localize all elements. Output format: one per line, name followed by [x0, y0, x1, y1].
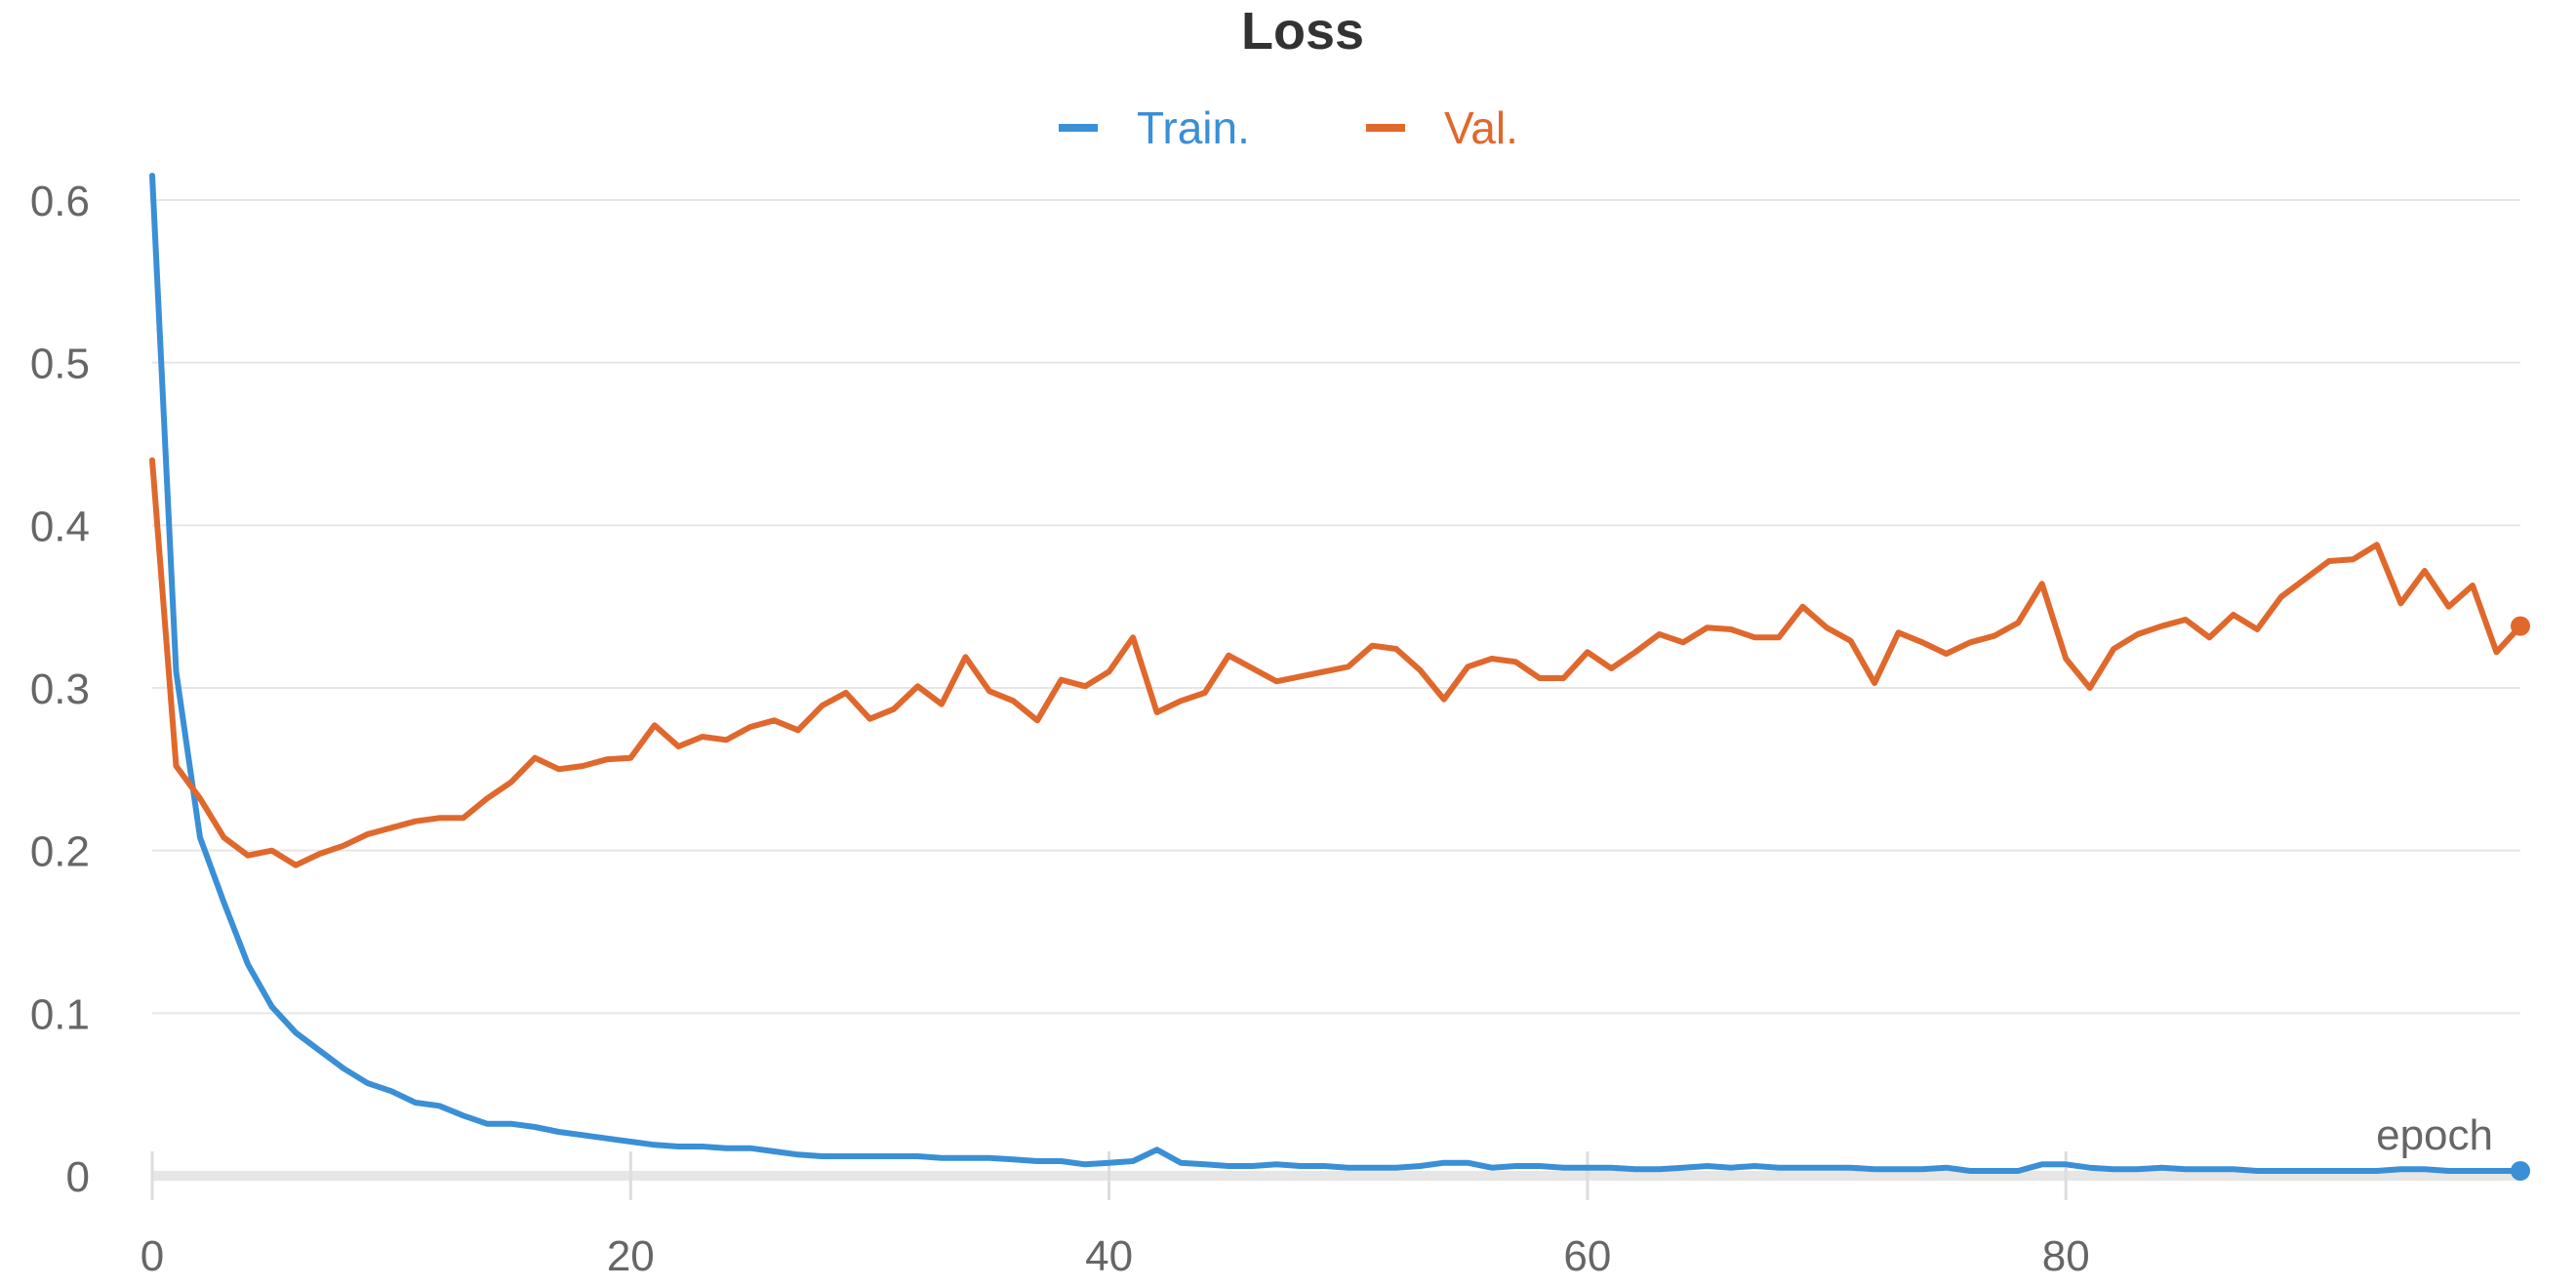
y-tick-label: 0.1 [30, 990, 90, 1038]
series-end-marker-val [2511, 616, 2530, 636]
y-tick-label: 0.5 [30, 341, 90, 388]
grid [152, 199, 2520, 1015]
x-tick-label: 20 [607, 1232, 655, 1280]
series-group [149, 173, 2530, 1181]
legend: Train. Val. [1059, 102, 1518, 153]
y-tick-label: 0.3 [30, 665, 90, 713]
series-end-marker-train [2511, 1161, 2530, 1181]
legend-item-val[interactable]: Val. [1366, 102, 1518, 153]
x-tick-label: 40 [1085, 1232, 1133, 1280]
legend-item-train[interactable]: Train. [1059, 102, 1250, 153]
x-tick-label: 0 [141, 1232, 164, 1280]
legend-label: Train. [1137, 102, 1250, 153]
y-tick-label: 0.4 [30, 503, 90, 550]
x-tick-label: 80 [2042, 1232, 2090, 1280]
legend-label: Val. [1444, 102, 1518, 153]
y-tick-label: 0.6 [30, 178, 90, 225]
x-tick-label: 60 [1563, 1232, 1611, 1280]
y-tick-label: 0.2 [30, 828, 90, 876]
series-line-train [149, 173, 2523, 1174]
y-axis: 0 0.1 0.2 0.3 0.4 0.5 0.6 [30, 178, 90, 1201]
series-line-val [149, 457, 2523, 868]
x-axis-title: epoch [2376, 1111, 2493, 1159]
x-axis: 0 20 40 60 80 [141, 1151, 2520, 1280]
chart-title: Loss [1241, 2, 1364, 60]
y-tick-label: 0 [66, 1153, 90, 1201]
